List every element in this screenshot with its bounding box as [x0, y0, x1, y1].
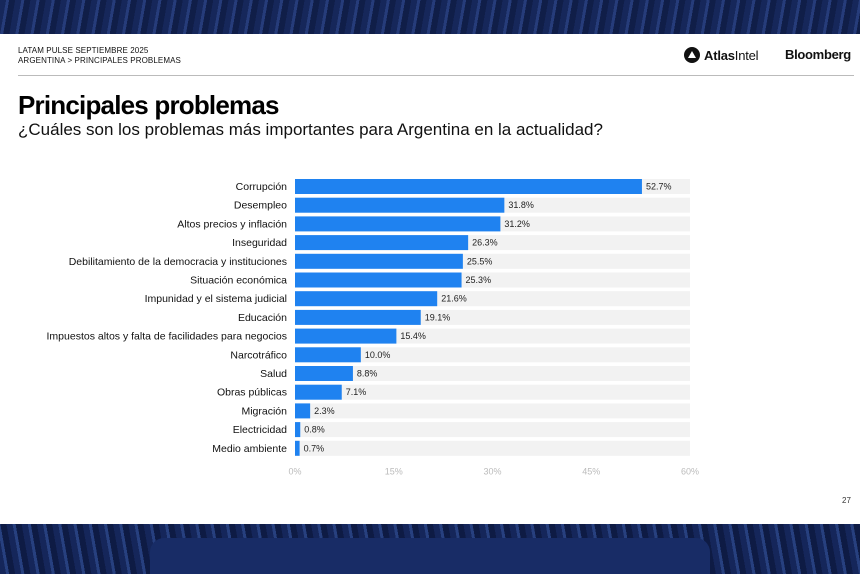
- x-tick-label: 30%: [483, 467, 501, 477]
- data-label: 31.2%: [504, 219, 530, 229]
- slide-kicker: LATAM PULSE SEPTIEMBRE 2025 ARGENTINA > …: [18, 46, 181, 66]
- data-label: 25.3%: [466, 275, 492, 285]
- atlasintel-mark-icon: [684, 47, 700, 63]
- category-label: Desempleo: [234, 200, 287, 212]
- page-title: Principales problemas: [18, 90, 279, 120]
- category-label: Electricidad: [233, 424, 287, 436]
- bar-track: [295, 347, 690, 363]
- data-label: 31.8%: [508, 200, 534, 210]
- header-divider: [18, 75, 854, 76]
- category-label: Medio ambiente: [212, 443, 287, 455]
- bar: [295, 272, 462, 288]
- bar-track: [295, 440, 690, 456]
- category-label: Corrupción: [236, 181, 288, 193]
- bar: [295, 291, 438, 307]
- bar: [295, 403, 311, 419]
- bar: [295, 179, 642, 194]
- category-label: Altos precios y inflación: [177, 218, 287, 230]
- category-label: Impunidad y el sistema judicial: [145, 293, 287, 305]
- bar-track: [295, 422, 690, 438]
- category-label: Salud: [260, 368, 287, 380]
- bar: [295, 309, 421, 325]
- bar: [295, 384, 342, 400]
- atlasintel-logo: Atlas Intel: [684, 47, 759, 63]
- data-label: 0.7%: [304, 443, 325, 453]
- data-label: 2.3%: [314, 406, 335, 416]
- data-label: 26.3%: [472, 238, 498, 248]
- kicker-line-1: LATAM PULSE SEPTIEMBRE 2025: [18, 46, 149, 55]
- page-number: 27: [842, 496, 851, 505]
- bloomberg-logo: Bloomberg: [785, 47, 851, 62]
- bar-track: [295, 366, 690, 381]
- background-bottom: [0, 524, 860, 574]
- bar: [295, 422, 301, 438]
- category-label: Inseguridad: [232, 237, 287, 249]
- data-label: 0.8%: [304, 425, 325, 435]
- kicker-line-2: ARGENTINA > PRINCIPALES PROBLEMAS: [18, 56, 181, 65]
- category-label: Educación: [238, 312, 287, 324]
- category-label: Impuestos altos y falta de facilidades p…: [47, 331, 287, 343]
- page-subtitle: ¿Cuáles son los problemas más importante…: [18, 120, 603, 139]
- bar: [295, 347, 361, 363]
- bar-track: [295, 384, 690, 400]
- data-label: 10.0%: [365, 350, 391, 360]
- category-label: Migración: [241, 405, 287, 417]
- x-tick-label: 15%: [385, 467, 403, 477]
- bar: [295, 253, 463, 269]
- bar: [295, 235, 469, 251]
- x-tick-label: 0%: [288, 467, 301, 477]
- data-label: 19.1%: [425, 312, 451, 322]
- category-label: Debilitamiento de la democracia y instit…: [69, 256, 287, 268]
- background-top: [0, 0, 860, 34]
- data-label: 8.8%: [357, 369, 378, 379]
- bar: [295, 366, 353, 381]
- data-label: 52.7%: [646, 182, 672, 192]
- bar: [295, 216, 501, 232]
- slide: LATAM PULSE SEPTIEMBRE 2025 ARGENTINA > …: [0, 34, 860, 524]
- bar: [295, 197, 505, 213]
- bar: [295, 328, 397, 344]
- background-stage: [150, 538, 710, 574]
- data-label: 21.6%: [441, 294, 467, 304]
- atlasintel-logo-text-b: Intel: [734, 47, 759, 63]
- bar-track: [295, 403, 690, 419]
- atlasintel-logo-text-a: Atlas: [704, 47, 735, 63]
- category-label: Situación económica: [190, 275, 287, 287]
- category-label: Obras públicas: [217, 387, 287, 399]
- x-tick-label: 60%: [681, 467, 699, 477]
- data-label: 7.1%: [346, 387, 367, 397]
- data-label: 25.5%: [467, 256, 493, 266]
- x-tick-label: 45%: [582, 467, 600, 477]
- bar: [295, 440, 300, 456]
- data-label: 15.4%: [400, 331, 426, 341]
- category-label: Narcotráfico: [230, 349, 287, 361]
